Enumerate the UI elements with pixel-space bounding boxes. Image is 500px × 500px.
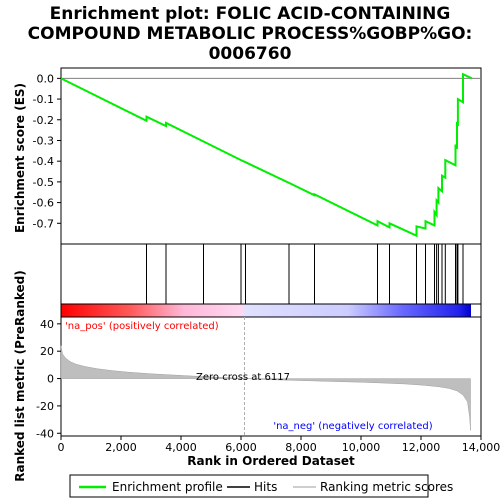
x-tick-label: 8,000 — [285, 441, 317, 454]
legend-hits-label: Hits — [254, 480, 277, 494]
es-y-tick-label: -0.3 — [33, 134, 54, 147]
x-tick-label: 10,000 — [342, 441, 381, 454]
x-axis-ticks: 0 2,000 4,000 6,000 8,000 10,000 12,000 14,000 — [58, 436, 500, 454]
x-tick-label: 14,000 — [462, 441, 500, 454]
x-tick-label: 2,000 — [105, 441, 137, 454]
es-y-axis-label: Enrichment score (ES) — [13, 83, 27, 233]
es-y-tick-label: -0.4 — [33, 155, 54, 168]
title-line-2: COMPOUND METABOLIC PROCESS%GOBP%GO: — [28, 24, 473, 44]
rank-y-tick-label: 40 — [40, 318, 54, 331]
es-y-tick-label: -0.1 — [33, 93, 54, 106]
legend: Enrichment profile Hits Ranking metric s… — [70, 475, 453, 497]
es-y-tick-label: -0.2 — [33, 114, 54, 127]
hits-panel-frame — [61, 244, 481, 304]
rank-y-tick-label: -20 — [36, 400, 54, 413]
title-line-3: 0006760 — [209, 44, 292, 64]
es-y-tick-label: -0.6 — [33, 197, 54, 210]
es-y-tick-label: -0.5 — [33, 176, 54, 189]
x-tick-label: 6,000 — [225, 441, 257, 454]
negative-correlation-label: 'na_neg' (negatively correlated) — [273, 421, 432, 432]
rank-y-axis-label: Ranked list metric (PreRanked) — [13, 270, 27, 482]
chart-title: Enrichment plot: FOLIC ACID-CONTAINING C… — [28, 4, 473, 64]
rank-y-tick-label: -40 — [36, 427, 54, 440]
es-y-axis-ticks: 0.0 -0.1 -0.2 -0.3 -0.4 -0.5 -0.6 -0.7 — [33, 72, 61, 230]
es-panel-frame — [61, 68, 481, 244]
rank-color-band-fill — [61, 304, 471, 317]
legend-ranking-label: Ranking metric scores — [320, 480, 453, 494]
rank-color-band — [61, 304, 481, 317]
positive-correlation-label: 'na_pos' (positively correlated) — [65, 321, 219, 332]
rank-y-tick-label: 0 — [47, 373, 54, 386]
x-tick-label: 12,000 — [402, 441, 441, 454]
hits-panel — [61, 244, 481, 304]
es-panel: 0.0 -0.1 -0.2 -0.3 -0.4 -0.5 -0.6 -0.7 Enrichme… — [13, 68, 481, 244]
rank-y-tick-label: 20 — [40, 345, 54, 358]
legend-enrichment-label: Enrichment profile — [112, 480, 223, 494]
x-tick-label: 0 — [58, 441, 65, 454]
x-axis-label: Rank in Ordered Dataset — [187, 454, 355, 468]
rank-y-axis-ticks: 40 20 0 -20 -40 — [36, 318, 61, 440]
title-line-1: Enrichment plot: FOLIC ACID-CONTAINING — [50, 4, 451, 24]
zero-cross-label: Zero cross at 6117 — [196, 372, 290, 383]
x-tick-label: 4,000 — [165, 441, 197, 454]
es-y-tick-label: -0.7 — [33, 217, 54, 230]
es-y-tick-label: 0.0 — [37, 72, 55, 85]
